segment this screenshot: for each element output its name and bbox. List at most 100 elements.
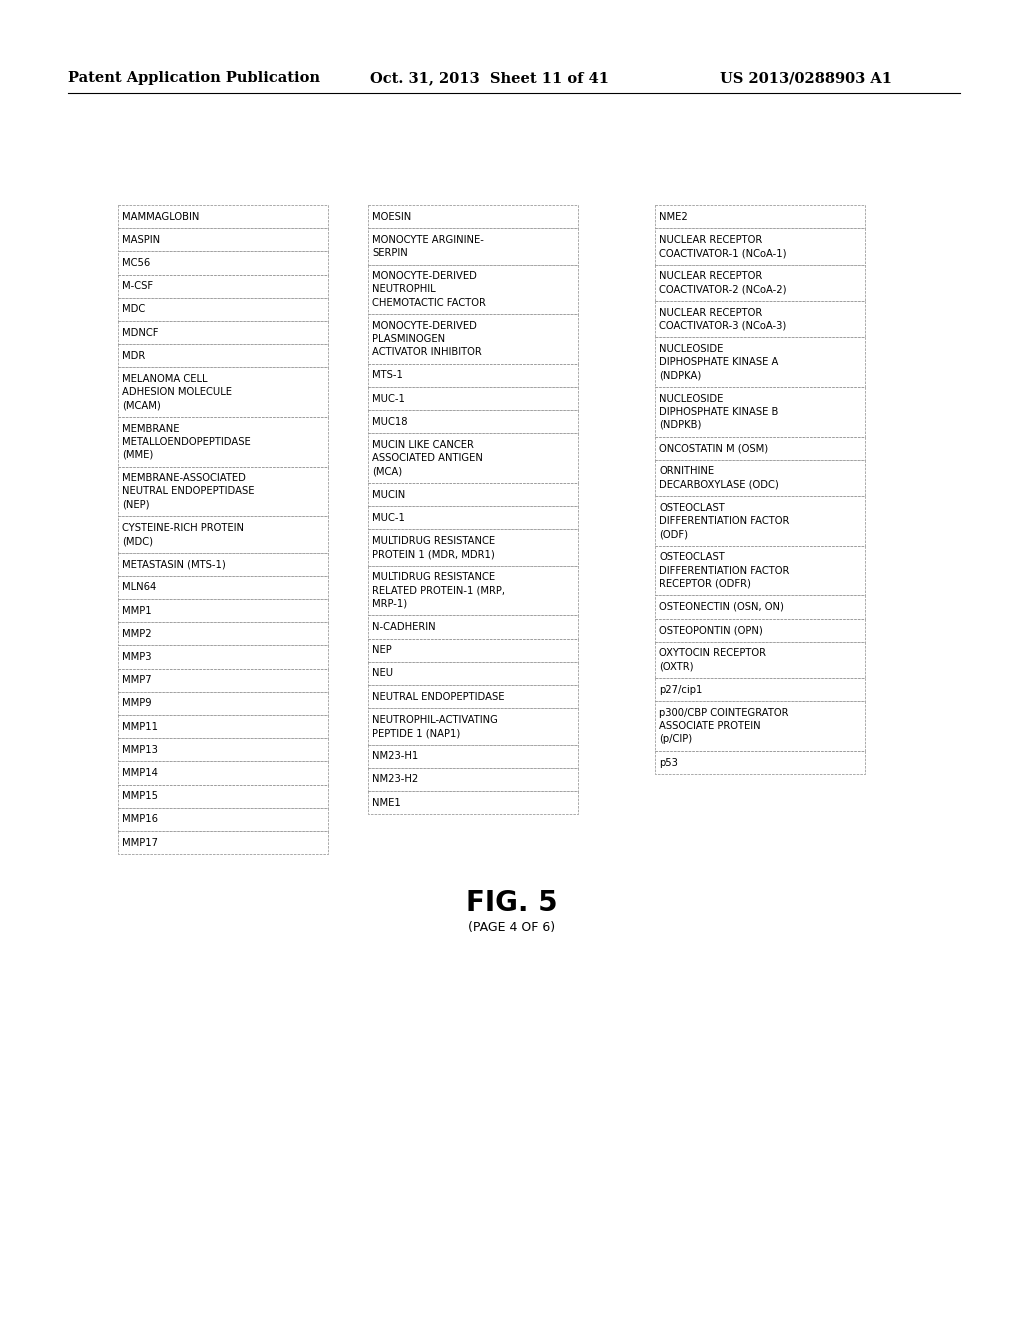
Text: p300/CBP COINTEGRATOR: p300/CBP COINTEGRATOR bbox=[659, 708, 788, 718]
Text: RELATED PROTEIN-1 (MRP,: RELATED PROTEIN-1 (MRP, bbox=[372, 586, 505, 595]
Bar bbox=[118, 553, 328, 576]
Text: METASTASIN (MTS-1): METASTASIN (MTS-1) bbox=[122, 560, 225, 569]
Text: MMP11: MMP11 bbox=[122, 722, 158, 731]
Bar bbox=[118, 832, 328, 854]
Text: (MDC): (MDC) bbox=[122, 536, 153, 546]
Text: NUCLEAR RECEPTOR: NUCLEAR RECEPTOR bbox=[659, 308, 762, 318]
Bar bbox=[118, 576, 328, 599]
Bar bbox=[655, 205, 865, 228]
Bar bbox=[368, 639, 578, 661]
Text: NEP: NEP bbox=[372, 645, 392, 655]
Text: MULTIDRUG RESISTANCE: MULTIDRUG RESISTANCE bbox=[372, 573, 496, 582]
Text: RECEPTOR (ODFR): RECEPTOR (ODFR) bbox=[659, 578, 751, 589]
Bar bbox=[118, 692, 328, 715]
Bar bbox=[118, 516, 328, 553]
Bar bbox=[368, 529, 578, 566]
Text: NUCLEOSIDE: NUCLEOSIDE bbox=[659, 345, 723, 354]
Text: DIPHOSPHATE KINASE A: DIPHOSPHATE KINASE A bbox=[659, 358, 778, 367]
Bar bbox=[368, 314, 578, 364]
Text: (NDPKB): (NDPKB) bbox=[659, 420, 701, 430]
Bar bbox=[655, 545, 865, 595]
Text: M-CSF: M-CSF bbox=[122, 281, 154, 292]
Text: MLN64: MLN64 bbox=[122, 582, 157, 593]
Bar bbox=[655, 264, 865, 301]
Bar bbox=[655, 437, 865, 459]
Text: ASSOCIATED ANTIGEN: ASSOCIATED ANTIGEN bbox=[372, 453, 483, 463]
Text: ADHESION MOLECULE: ADHESION MOLECULE bbox=[122, 387, 232, 397]
Bar bbox=[118, 738, 328, 762]
Bar bbox=[368, 768, 578, 791]
Text: MRP-1): MRP-1) bbox=[372, 599, 408, 609]
Text: MUC-1: MUC-1 bbox=[372, 393, 404, 404]
Bar bbox=[655, 496, 865, 545]
Text: MMP13: MMP13 bbox=[122, 744, 158, 755]
Bar bbox=[655, 301, 865, 338]
Bar bbox=[118, 599, 328, 622]
Bar bbox=[368, 483, 578, 506]
Text: MUC-1: MUC-1 bbox=[372, 512, 404, 523]
Text: (OXTR): (OXTR) bbox=[659, 661, 693, 672]
Text: p27/cip1: p27/cip1 bbox=[659, 685, 702, 694]
Bar bbox=[655, 595, 865, 619]
Text: MMP9: MMP9 bbox=[122, 698, 152, 709]
Text: MULTIDRUG RESISTANCE: MULTIDRUG RESISTANCE bbox=[372, 536, 496, 546]
Text: DECARBOXYLASE (ODC): DECARBOXYLASE (ODC) bbox=[659, 479, 778, 490]
Bar bbox=[655, 751, 865, 775]
Text: MEMBRANE-ASSOCIATED: MEMBRANE-ASSOCIATED bbox=[122, 473, 246, 483]
Bar bbox=[368, 791, 578, 814]
Text: MDNCF: MDNCF bbox=[122, 327, 159, 338]
Bar bbox=[655, 459, 865, 496]
Text: ASSOCIATE PROTEIN: ASSOCIATE PROTEIN bbox=[659, 721, 761, 731]
Text: COACTIVATOR-1 (NCoA-1): COACTIVATOR-1 (NCoA-1) bbox=[659, 248, 786, 257]
Text: MMP15: MMP15 bbox=[122, 791, 158, 801]
Text: MUCIN: MUCIN bbox=[372, 490, 406, 499]
Text: (MME): (MME) bbox=[122, 450, 154, 459]
Text: (MCAM): (MCAM) bbox=[122, 400, 161, 411]
Text: FIG. 5: FIG. 5 bbox=[466, 890, 558, 917]
Text: p53: p53 bbox=[659, 758, 678, 768]
Text: (NEP): (NEP) bbox=[122, 499, 150, 510]
Text: MTS-1: MTS-1 bbox=[372, 371, 402, 380]
Text: NM23-H1: NM23-H1 bbox=[372, 751, 418, 762]
Bar bbox=[368, 506, 578, 529]
Bar bbox=[368, 364, 578, 387]
Text: MMP1: MMP1 bbox=[122, 606, 152, 615]
Bar bbox=[655, 619, 865, 642]
Text: MMP7: MMP7 bbox=[122, 676, 152, 685]
Bar bbox=[368, 744, 578, 768]
Text: OXYTOCIN RECEPTOR: OXYTOCIN RECEPTOR bbox=[659, 648, 766, 659]
Text: Oct. 31, 2013  Sheet 11 of 41: Oct. 31, 2013 Sheet 11 of 41 bbox=[370, 71, 609, 84]
Text: MDC: MDC bbox=[122, 305, 145, 314]
Text: MMP2: MMP2 bbox=[122, 628, 152, 639]
Text: MONOCYTE ARGININE-: MONOCYTE ARGININE- bbox=[372, 235, 484, 244]
Text: PEPTIDE 1 (NAP1): PEPTIDE 1 (NAP1) bbox=[372, 729, 460, 738]
Text: NEUTRAL ENDOPEPTIDASE: NEUTRAL ENDOPEPTIDASE bbox=[122, 486, 255, 496]
Bar bbox=[118, 251, 328, 275]
Text: ONCOSTATIN M (OSM): ONCOSTATIN M (OSM) bbox=[659, 444, 768, 453]
Bar bbox=[368, 205, 578, 228]
Text: DIFFERENTIATION FACTOR: DIFFERENTIATION FACTOR bbox=[659, 565, 790, 576]
Text: (NDPKA): (NDPKA) bbox=[659, 371, 701, 380]
Text: (PAGE 4 OF 6): (PAGE 4 OF 6) bbox=[468, 921, 556, 935]
Text: METALLOENDOPEPTIDASE: METALLOENDOPEPTIDASE bbox=[122, 437, 251, 446]
Text: NUCLEOSIDE: NUCLEOSIDE bbox=[659, 393, 723, 404]
Text: MEMBRANE: MEMBRANE bbox=[122, 424, 179, 433]
Bar bbox=[118, 367, 328, 417]
Text: NEU: NEU bbox=[372, 668, 393, 678]
Text: NM23-H2: NM23-H2 bbox=[372, 775, 418, 784]
Text: COACTIVATOR-3 (NCoA-3): COACTIVATOR-3 (NCoA-3) bbox=[659, 321, 786, 331]
Text: SERPIN: SERPIN bbox=[372, 248, 408, 257]
Text: MMP17: MMP17 bbox=[122, 838, 158, 847]
Bar bbox=[655, 228, 865, 264]
Text: US 2013/0288903 A1: US 2013/0288903 A1 bbox=[720, 71, 892, 84]
Text: CYSTEINE-RICH PROTEIN: CYSTEINE-RICH PROTEIN bbox=[122, 523, 244, 533]
Bar bbox=[368, 387, 578, 411]
Text: PROTEIN 1 (MDR, MDR1): PROTEIN 1 (MDR, MDR1) bbox=[372, 549, 495, 560]
Text: MC56: MC56 bbox=[122, 257, 151, 268]
Text: (p/CIP): (p/CIP) bbox=[659, 734, 692, 744]
Bar bbox=[118, 784, 328, 808]
Bar bbox=[368, 433, 578, 483]
Bar bbox=[368, 685, 578, 709]
Text: MOESIN: MOESIN bbox=[372, 211, 412, 222]
Text: ORNITHINE: ORNITHINE bbox=[659, 466, 714, 477]
